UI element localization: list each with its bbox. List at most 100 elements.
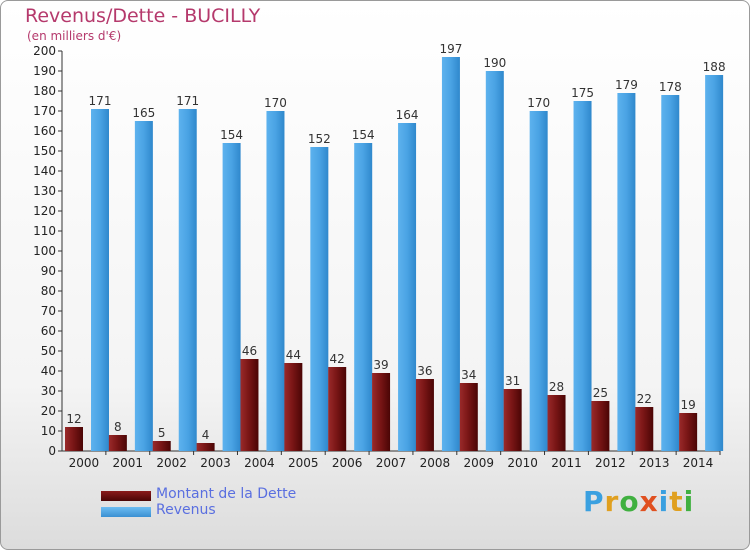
bar-debt	[679, 413, 698, 451]
data-label-debt: 5	[158, 426, 166, 440]
chart-title: Revenus/Dette - BUCILLY	[25, 5, 261, 27]
bar-debt	[547, 395, 566, 451]
data-label-revenus: 175	[571, 86, 594, 100]
bar-debt	[372, 373, 391, 451]
y-tick-label: 20	[41, 404, 56, 418]
y-tick-label: 30	[41, 384, 56, 398]
data-label-debt: 28	[549, 380, 564, 394]
y-tick-label: 50	[41, 344, 56, 358]
legend-swatch-debt	[101, 491, 151, 501]
data-label-debt: 42	[330, 352, 345, 366]
data-label-revenus: 154	[352, 128, 375, 142]
data-label-debt: 44	[286, 348, 301, 362]
data-label-revenus: 165	[132, 106, 155, 120]
data-label-revenus: 164	[396, 108, 419, 122]
y-tick-label: 90	[41, 264, 56, 278]
legend-label-debt: Montant de la Dette	[156, 486, 297, 502]
data-label-revenus: 190	[483, 56, 506, 70]
bar-revenus	[485, 71, 504, 451]
x-tick-label: 2004	[244, 456, 275, 470]
x-tick-label: 2009	[463, 456, 494, 470]
y-tick-label: 110	[33, 224, 56, 238]
data-label-debt: 34	[461, 368, 476, 382]
proxiti-logo: Proxiti	[583, 485, 695, 518]
data-label-debt: 31	[505, 374, 520, 388]
data-label-revenus: 170	[527, 96, 550, 110]
bar-debt	[284, 363, 303, 451]
bar-debt	[459, 383, 478, 451]
x-tick-label: 2010	[507, 456, 538, 470]
bar-revenus	[398, 123, 417, 451]
bar-debt	[328, 367, 347, 451]
bar-revenus	[617, 93, 636, 451]
data-label-debt: 36	[417, 364, 432, 378]
bar-debt	[196, 443, 215, 451]
y-tick-label: 40	[41, 364, 56, 378]
data-label-debt: 8	[114, 420, 122, 434]
bar-debt	[503, 389, 522, 451]
data-label-revenus: 179	[615, 78, 638, 92]
legend-label-revenus: Revenus	[156, 502, 216, 518]
x-tick-label: 2008	[420, 456, 451, 470]
x-tick-label: 2014	[683, 456, 714, 470]
legend-swatch-revenus	[101, 507, 151, 517]
bar-revenus	[573, 101, 592, 451]
y-tick-label: 60	[41, 324, 56, 338]
x-tick-label: 2000	[69, 456, 100, 470]
data-label-revenus: 154	[220, 128, 243, 142]
data-label-revenus: 188	[703, 60, 726, 74]
data-label-debt: 46	[242, 344, 257, 358]
x-tick-label: 2007	[376, 456, 407, 470]
bar-revenus	[134, 121, 153, 451]
y-tick-label: 160	[33, 124, 56, 138]
data-label-debt: 4	[202, 428, 210, 442]
y-tick-label: 180	[33, 84, 56, 98]
y-tick-label: 100	[33, 244, 56, 258]
x-tick-label: 2005	[288, 456, 319, 470]
y-tick-label: 10	[41, 424, 56, 438]
x-tick-label: 2003	[200, 456, 231, 470]
y-tick-label: 70	[41, 304, 56, 318]
data-label-revenus: 170	[264, 96, 287, 110]
y-tick-label: 80	[41, 284, 56, 298]
bar-revenus	[661, 95, 680, 451]
x-tick-label: 2011	[551, 456, 582, 470]
bar-debt	[65, 427, 83, 451]
y-tick-label: 200	[33, 44, 56, 58]
bar-debt	[591, 401, 610, 451]
data-label-revenus: 197	[439, 42, 462, 56]
y-tick-label: 190	[33, 64, 56, 78]
y-tick-label: 120	[33, 204, 56, 218]
bar-debt	[240, 359, 259, 451]
bar-debt	[635, 407, 654, 451]
chart-subtitle: (en milliers d'€)	[27, 29, 122, 43]
data-label-debt: 19	[680, 398, 695, 412]
x-tick-label: 2012	[595, 456, 626, 470]
bar-revenus	[441, 57, 460, 451]
y-tick-label: 130	[33, 184, 56, 198]
bar-revenus	[266, 111, 285, 451]
bar-debt	[108, 435, 127, 451]
y-tick-label: 150	[33, 144, 56, 158]
data-label-debt: 25	[593, 386, 608, 400]
x-tick-label: 2006	[332, 456, 363, 470]
y-tick-label: 140	[33, 164, 56, 178]
bar-revenus	[529, 111, 548, 451]
x-tick-label: 2002	[156, 456, 187, 470]
bar-debt	[415, 379, 434, 451]
bar-debt	[152, 441, 171, 451]
y-tick-label: 0	[48, 444, 56, 458]
bar-revenus	[310, 147, 329, 451]
data-label-debt: 12	[66, 412, 81, 426]
bar-revenus	[91, 109, 109, 451]
bar-revenus	[354, 143, 373, 451]
data-label-revenus: 171	[89, 94, 112, 108]
data-label-debt: 39	[373, 358, 388, 372]
bar-revenus	[222, 143, 241, 451]
bar-revenus	[705, 75, 724, 451]
bar-revenus	[178, 109, 197, 451]
x-tick-label: 2001	[113, 456, 144, 470]
x-tick-label: 2013	[639, 456, 670, 470]
